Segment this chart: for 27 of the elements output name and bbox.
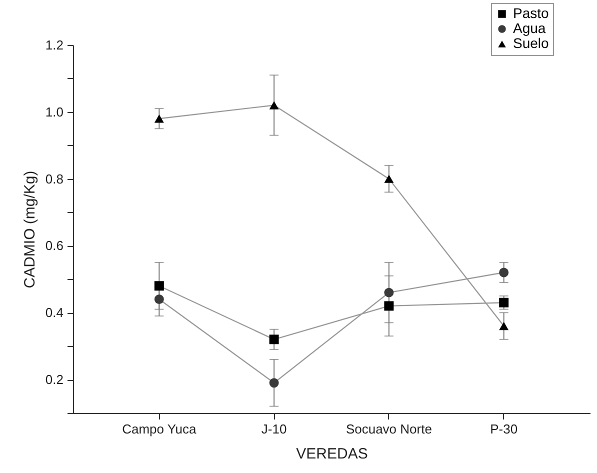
y-tick-label: 1.2 [45,38,64,52]
point [154,114,164,123]
point [269,378,279,388]
x-tick-label: Campo Yuca [122,422,198,436]
y-tick-label: 0.8 [45,171,64,186]
x-tick-label: Socuavo Norte [346,422,432,436]
point [154,294,164,304]
point [269,334,279,344]
point [154,281,164,291]
legend-label: Suelo [513,35,550,51]
legend-label: Pasto [513,5,550,21]
point [269,101,279,110]
point [499,298,509,308]
y-axis-title: CADMIO (mg/Kg) [21,170,38,288]
y-tick-label: 1.0 [45,104,64,120]
x-axis-title: VEREDAS [296,446,368,462]
point [384,288,394,298]
x-tick-label: P-30 [490,422,518,436]
y-tick-label: 0.4 [45,305,64,320]
point [499,322,509,330]
y-tick-label: 0.2 [45,372,64,388]
point [499,268,509,278]
point [384,174,394,183]
x-tick-label: J-10 [261,422,287,436]
point [384,301,394,311]
legend-label: Agua [513,20,546,36]
y-tick-label: 0.6 [45,238,64,254]
